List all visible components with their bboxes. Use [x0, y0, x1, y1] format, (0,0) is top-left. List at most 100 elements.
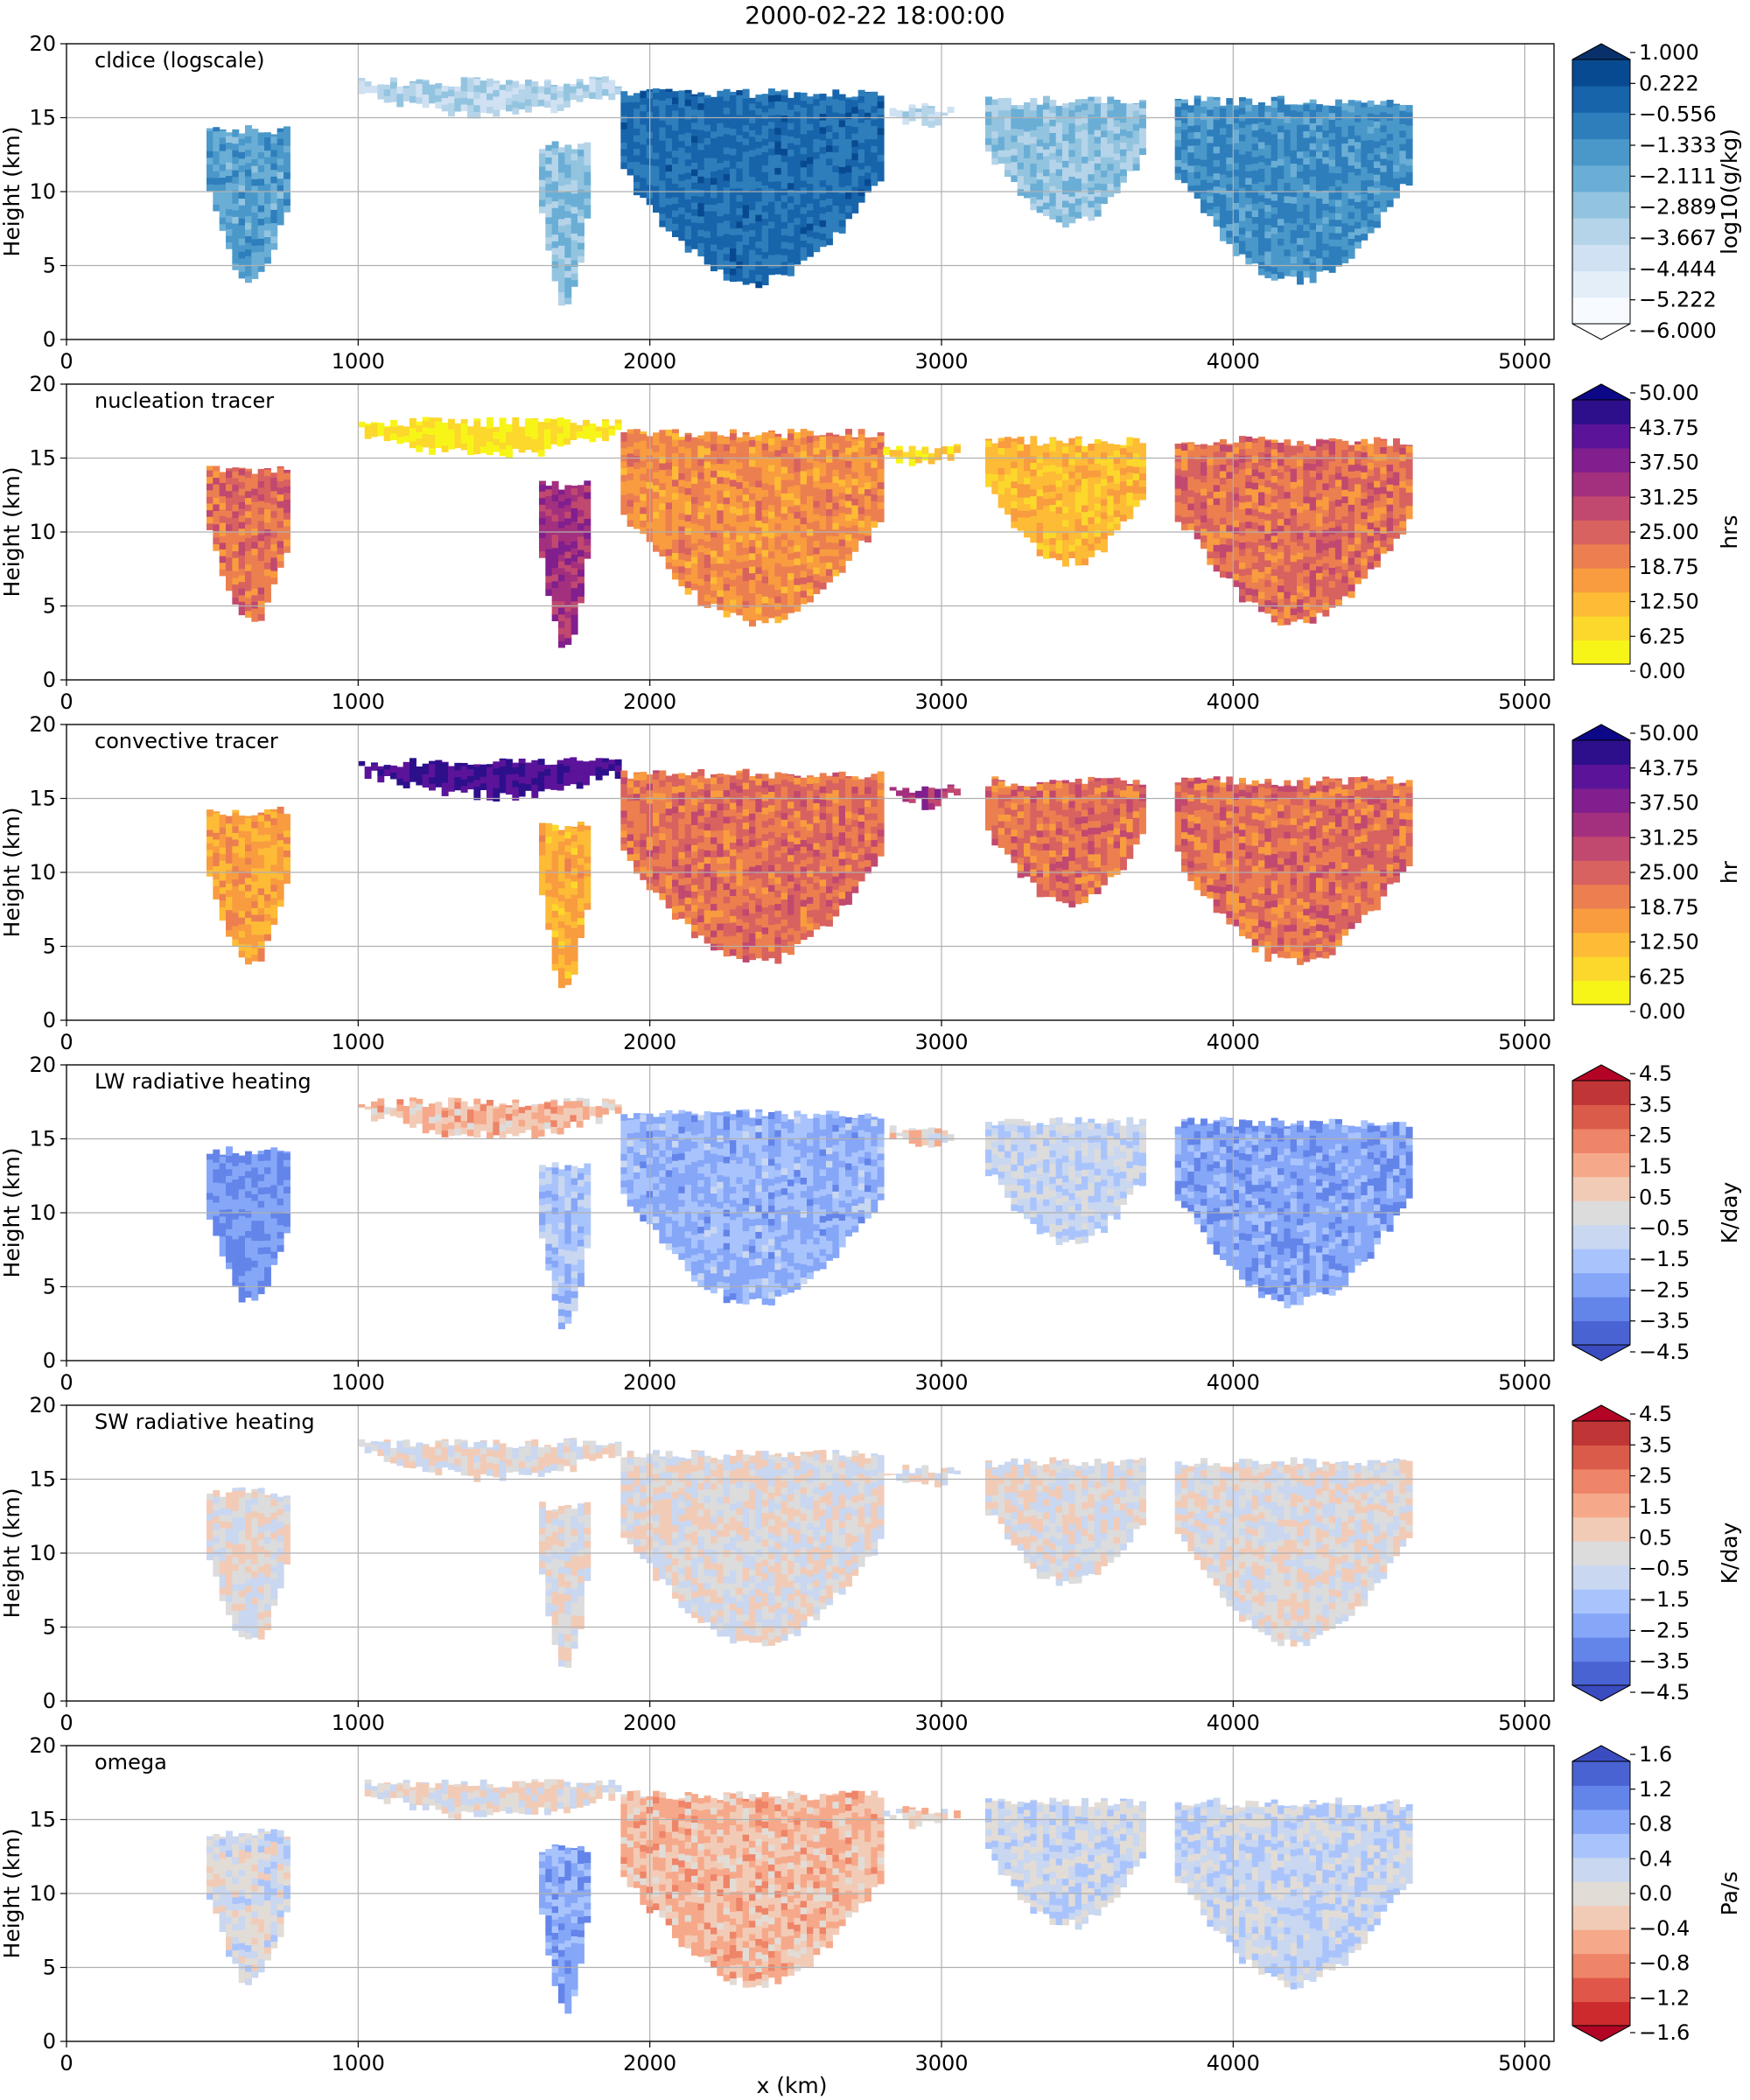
cloud-cell: [640, 453, 648, 461]
cloud-cell: [858, 175, 865, 183]
cloud-cell: [761, 131, 769, 139]
cloud-cell: [832, 502, 840, 510]
cloud-cell: [1074, 472, 1082, 480]
cloud-cell: [730, 207, 737, 215]
cloud-cell: [1074, 211, 1082, 219]
cloud-cell: [640, 97, 648, 105]
cloud-cell: [947, 446, 955, 448]
cloud-cell: [1374, 104, 1381, 108]
cloud-cell: [1380, 105, 1388, 113]
cloud-cell: [245, 577, 252, 584]
cloud-cell: [570, 607, 578, 615]
cloud-cell: [1239, 234, 1246, 242]
cloud-cell: [219, 129, 227, 131]
cloud-cell: [257, 500, 265, 508]
cloud-cell: [284, 545, 290, 553]
cloud-cell: [1043, 478, 1050, 486]
cloud-cell: [1207, 484, 1214, 493]
cloud-cell: [251, 151, 259, 160]
cloud-cell: [499, 422, 507, 430]
cloud-cell: [1174, 514, 1182, 522]
cloud-cell: [1361, 173, 1368, 181]
cloud-cell: [1043, 505, 1050, 513]
cloud-cell: [800, 186, 808, 194]
cloud-cell: [794, 564, 802, 572]
cloud-cell: [589, 78, 597, 86]
cloud-cell: [1239, 247, 1246, 255]
cloud-cell: [934, 452, 942, 461]
x-axis-label: x (km): [756, 2073, 827, 2098]
cloud-cell: [800, 127, 808, 135]
cloud-cell: [794, 230, 802, 238]
cloud-cell: [1036, 132, 1044, 140]
cloud-cell: [1374, 174, 1381, 182]
cloud-cell: [626, 466, 634, 474]
cloud-cell: [584, 485, 592, 493]
cloud-cell: [871, 514, 878, 522]
cloud-cell: [1303, 171, 1311, 178]
cloud-cell: [1251, 488, 1259, 497]
cloud-cell: [245, 248, 252, 256]
cloud-cell: [800, 160, 808, 168]
cloud-cell: [755, 573, 763, 581]
cloud-cell: [1030, 163, 1038, 171]
cloud-cell: [780, 168, 788, 176]
cloud-cell: [678, 519, 686, 527]
cloud-cell: [486, 434, 494, 442]
cloud-cell: [1380, 101, 1388, 106]
cloud-cell: [1113, 509, 1121, 517]
cloud-cell: [545, 522, 553, 530]
cloud-cell: [684, 245, 692, 253]
cloud-cell: [1049, 524, 1057, 532]
cloud-cell: [819, 233, 827, 241]
cloud-cell: [232, 242, 240, 250]
cloud-cell: [219, 536, 227, 543]
cloud-cell: [251, 574, 259, 583]
y-tick-label: 10: [29, 179, 56, 204]
cloud-cell: [551, 613, 559, 621]
cloud-cell: [1213, 537, 1221, 545]
cloud-cell: [723, 160, 731, 168]
cloud-cell: [985, 111, 992, 119]
cloud-cell: [1290, 242, 1298, 250]
cloud-cell: [788, 156, 794, 164]
cloud-cell: [626, 506, 634, 514]
cloud-cell: [1335, 139, 1342, 147]
cloud-cell: [665, 144, 673, 152]
cloud-cell: [1316, 171, 1323, 179]
cloud-cell: [1341, 169, 1349, 178]
cloud-cell: [1068, 471, 1076, 479]
cloud-cell: [1094, 136, 1102, 144]
cloud-cell: [1055, 168, 1063, 177]
cloud-cell: [1094, 109, 1102, 117]
cloud-cell: [697, 149, 705, 157]
cloud-cell: [264, 183, 271, 191]
cloud-cell: [219, 495, 227, 503]
cloud-cell: [1082, 189, 1088, 197]
cloud-cell: [1074, 131, 1082, 139]
cloud-cell: [1278, 225, 1284, 233]
cloud-cell: [251, 607, 259, 616]
cloud-cell: [749, 452, 756, 460]
cloud-cell: [1126, 498, 1134, 507]
cloud-cell: [1232, 242, 1240, 250]
cloud-cell: [570, 179, 578, 187]
cloud-cell: [416, 444, 424, 452]
cloud-cell: [788, 513, 794, 521]
cloud-cell: [251, 474, 259, 482]
cloud-cell: [1132, 439, 1140, 447]
cloud-cell: [845, 172, 852, 179]
cloud-cell: [1074, 478, 1082, 486]
cloud-cell: [1251, 462, 1259, 470]
cloud-cell: [723, 577, 731, 584]
cloud-cell: [1043, 452, 1050, 459]
cloud-cell: [626, 108, 634, 116]
cloud-cell: [1174, 501, 1182, 509]
cloud-cell: [1354, 234, 1362, 242]
cloud-cell: [871, 480, 878, 488]
cloud-cell: [1107, 444, 1115, 450]
cloud-cell: [1290, 203, 1298, 211]
cloud-cell: [819, 120, 827, 128]
cloud-cell: [1239, 160, 1246, 168]
cloud-cell: [800, 179, 808, 188]
